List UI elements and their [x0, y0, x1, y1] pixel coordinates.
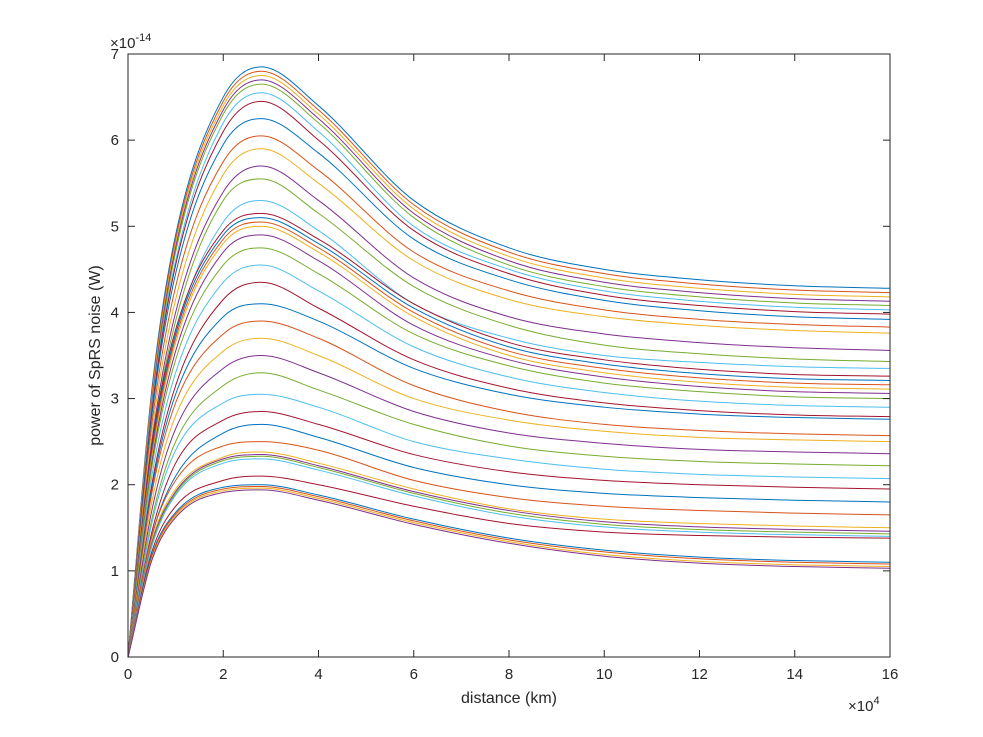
- series-line-35: [127, 475, 891, 658]
- series-line-16: [127, 221, 891, 658]
- series-line-24: [127, 337, 891, 658]
- series-line-9: [127, 135, 891, 658]
- y-tick-label: 2: [111, 477, 119, 494]
- x-tick-label: 2: [219, 666, 227, 683]
- y-tick-label: 3: [111, 391, 119, 408]
- series-line-1: [127, 66, 891, 658]
- x-tick-label: 0: [124, 666, 132, 683]
- series-line-4: [127, 79, 891, 658]
- series-line-5: [127, 83, 891, 658]
- x-tick-label: 12: [691, 666, 708, 683]
- series-line-18: [127, 234, 891, 658]
- series-line-38: [127, 487, 891, 658]
- series-line-21: [127, 281, 891, 658]
- x-tick-label: 10: [596, 666, 613, 683]
- series-line-29: [127, 423, 891, 658]
- x-axis-multiplier: ×104: [848, 695, 880, 715]
- x-tick-label: 6: [410, 666, 418, 683]
- y-axis-multiplier: ×10-14: [110, 32, 151, 52]
- series-line-28: [127, 410, 891, 658]
- series-line-31: [127, 451, 891, 658]
- y-tick-label: 4: [111, 304, 119, 321]
- series-line-10: [127, 148, 891, 658]
- series-line-33: [127, 455, 891, 658]
- series-line-27: [127, 393, 891, 658]
- series-line-15: [127, 217, 891, 658]
- x-multiplier-base: ×10: [848, 698, 873, 715]
- series-line-2: [127, 70, 891, 658]
- series-line-7: [127, 100, 891, 658]
- series-line-19: [127, 247, 891, 658]
- series-line-34: [127, 458, 891, 658]
- x-tick-label: 4: [314, 666, 322, 683]
- series-line-3: [127, 75, 891, 658]
- series-line-36: [127, 484, 891, 658]
- y-tick-label: 1: [111, 563, 119, 580]
- series-layer: [127, 66, 891, 658]
- x-tick-label: 14: [786, 666, 803, 683]
- series-line-37: [127, 485, 891, 658]
- x-tick-label: 16: [882, 666, 899, 683]
- series-line-8: [127, 118, 891, 658]
- series-line-6: [127, 92, 891, 658]
- series-line-39: [127, 489, 891, 658]
- y-axis-label: power of SpRS noise (W): [87, 265, 104, 446]
- series-line-25: [127, 354, 891, 658]
- series-line-26: [127, 372, 891, 658]
- x-axis-label: distance (km): [461, 690, 557, 707]
- y-tick-label: 0: [111, 649, 119, 666]
- series-line-20: [127, 264, 891, 658]
- y-tick-label: 5: [111, 218, 119, 235]
- series-line-23: [127, 320, 891, 658]
- y-multiplier-base: ×10: [110, 35, 135, 52]
- y-tick-label: 6: [111, 132, 119, 149]
- y-multiplier-exponent: -14: [135, 32, 151, 44]
- series-line-30: [127, 441, 891, 658]
- x-multiplier-exponent: 4: [873, 695, 879, 707]
- series-line-11: [127, 165, 891, 658]
- series-line-14: [127, 212, 891, 658]
- series-line-17: [127, 225, 891, 658]
- x-tick-label: 8: [505, 666, 513, 683]
- series-line-22: [127, 303, 891, 658]
- series-line-32: [127, 454, 891, 658]
- series-line-12: [127, 178, 891, 658]
- y-tick-label: 7: [111, 46, 119, 63]
